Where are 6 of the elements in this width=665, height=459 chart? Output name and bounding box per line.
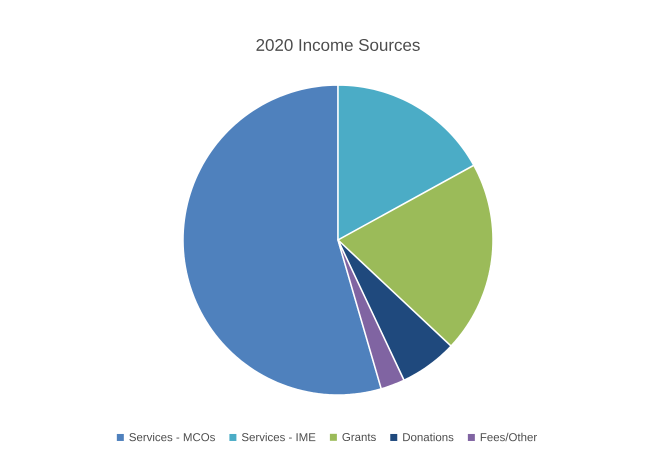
legend-label: Fees/Other: [480, 432, 537, 442]
legend-label: Donations: [403, 432, 454, 442]
legend-label: Services - IME: [242, 432, 316, 442]
chart-title: 2020 Income Sources: [256, 38, 420, 51]
legend-label: Services - MCOs: [129, 432, 215, 442]
legend-label: Grants: [342, 432, 376, 442]
